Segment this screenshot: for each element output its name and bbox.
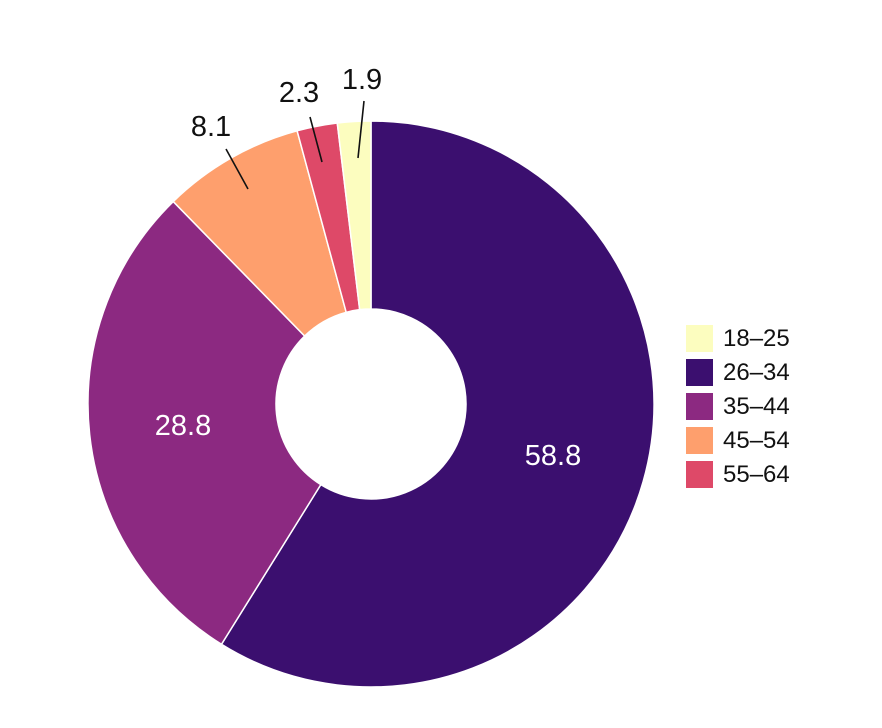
legend-label-35-44: 35–44 [723,393,790,420]
legend-label-26-34: 26–34 [723,359,790,386]
legend-label-18-25: 18–25 [723,325,790,352]
data-label-18-25: 1.9 [342,64,382,96]
slice-18-25 [336,120,372,311]
leader-line-18-25 [357,100,365,159]
slice-26-34 [220,120,655,688]
data-labels-group: 58.8 28.8 8.1 2.3 1.9 [155,64,581,472]
data-label-26-34: 58.8 [525,440,581,472]
data-label-45-54: 8.1 [191,111,231,143]
legend-swatch-18-25 [686,325,713,352]
slice-35-44 [87,200,322,646]
data-label-55-64: 2.3 [279,77,319,109]
leader-lines-group [225,100,365,190]
legend-swatch-35-44 [686,393,713,420]
data-label-35-44: 28.8 [155,410,211,442]
legend-label-55-64: 55–64 [723,461,790,488]
slices-group [87,120,655,688]
legend-swatch-55-64 [686,461,713,488]
leader-line-55-64 [309,116,323,163]
legend-swatch-26-34 [686,359,713,386]
legend-swatch-45-54 [686,427,713,454]
slice-45-54 [172,129,348,338]
legend: 18–25 26–34 35–44 45–54 55–64 [686,325,790,488]
leader-line-45-54 [225,148,249,190]
legend-label-45-54: 45–54 [723,427,790,454]
